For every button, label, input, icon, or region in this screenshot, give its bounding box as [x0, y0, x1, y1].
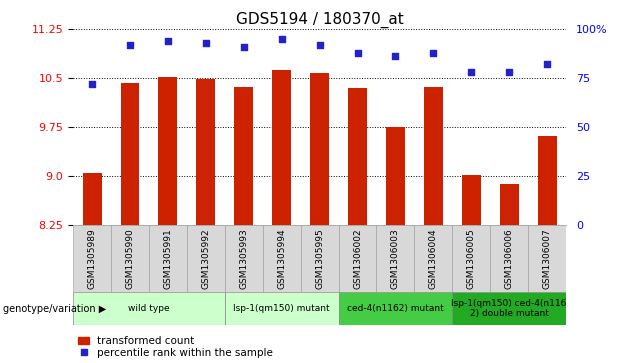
Point	[163, 38, 173, 44]
Text: GSM1306006: GSM1306006	[505, 228, 514, 289]
Bar	[149, 225, 187, 292]
Bar	[263, 225, 301, 292]
Bar	[197, 79, 216, 225]
Text: GSM1306004: GSM1306004	[429, 228, 438, 289]
Point	[201, 40, 211, 46]
Point	[277, 36, 287, 42]
Text: GSM1306003: GSM1306003	[391, 228, 400, 289]
Point	[315, 42, 325, 48]
Bar	[158, 77, 177, 225]
Bar	[452, 292, 566, 325]
Legend: transformed count, percentile rank within the sample: transformed count, percentile rank withi…	[78, 336, 273, 358]
Point	[428, 50, 438, 56]
Text: GSM1305992: GSM1305992	[202, 228, 211, 289]
Bar	[310, 73, 329, 225]
Bar	[462, 175, 481, 225]
Bar	[187, 225, 225, 292]
Point	[466, 69, 476, 75]
Text: lsp-1(qm150) mutant: lsp-1(qm150) mutant	[233, 304, 330, 313]
Point	[542, 61, 552, 67]
Text: GSM1305995: GSM1305995	[315, 228, 324, 289]
Bar	[386, 127, 405, 225]
Bar	[348, 88, 367, 225]
Text: GSM1305994: GSM1305994	[277, 228, 286, 289]
Bar	[225, 225, 263, 292]
Point	[238, 44, 249, 50]
Text: ced-4(n1162) mutant: ced-4(n1162) mutant	[347, 304, 444, 313]
Bar	[537, 135, 556, 225]
Bar	[121, 83, 139, 225]
Bar	[424, 86, 443, 225]
Text: wild type: wild type	[128, 304, 170, 313]
Bar	[234, 86, 253, 225]
Text: GSM1306007: GSM1306007	[543, 228, 551, 289]
Bar	[452, 225, 490, 292]
Point	[504, 69, 515, 75]
Bar	[528, 225, 566, 292]
Point	[125, 42, 135, 48]
Point	[391, 54, 401, 60]
Bar	[272, 70, 291, 225]
Title: GDS5194 / 180370_at: GDS5194 / 180370_at	[236, 12, 403, 28]
Text: GSM1305993: GSM1305993	[239, 228, 248, 289]
Bar	[73, 225, 111, 292]
Text: GSM1306002: GSM1306002	[353, 228, 362, 289]
Text: genotype/variation ▶: genotype/variation ▶	[3, 303, 106, 314]
Text: lsp-1(qm150) ced-4(n116
2) double mutant: lsp-1(qm150) ced-4(n116 2) double mutant	[452, 299, 567, 318]
Bar	[490, 225, 528, 292]
Text: GSM1305991: GSM1305991	[163, 228, 172, 289]
Text: GSM1305990: GSM1305990	[125, 228, 134, 289]
Bar	[500, 184, 518, 225]
Text: GSM1306005: GSM1306005	[467, 228, 476, 289]
Bar	[301, 225, 338, 292]
Text: GSM1305989: GSM1305989	[88, 228, 97, 289]
Bar	[377, 225, 415, 292]
Point	[87, 81, 97, 87]
Bar	[73, 292, 225, 325]
Point	[352, 50, 363, 56]
Bar	[111, 225, 149, 292]
Bar	[415, 225, 452, 292]
Bar	[83, 173, 102, 225]
Bar	[338, 225, 377, 292]
Bar	[338, 292, 452, 325]
Bar	[225, 292, 338, 325]
